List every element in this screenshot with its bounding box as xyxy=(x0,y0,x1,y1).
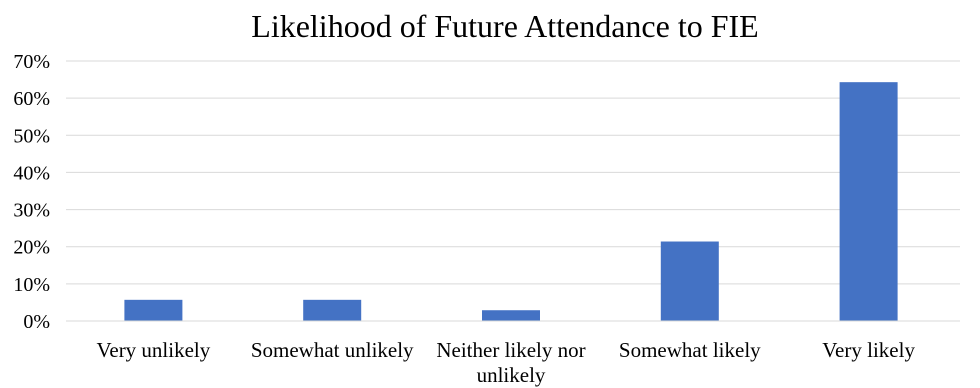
gridlines xyxy=(66,60,960,285)
bar-somewhat-likely xyxy=(660,241,719,321)
category-labels: Very unlikely Somewhat unlikely Neither li… xyxy=(97,338,916,387)
bars xyxy=(124,82,898,322)
bar-somewhat-unlikely xyxy=(303,299,362,321)
x-tick-label: Very unlikely xyxy=(97,338,211,362)
bar-very-unlikely xyxy=(124,299,183,321)
bar-neither-likely-nor-unlikely xyxy=(482,310,540,321)
x-tick-label: Neither likely nor unlikely xyxy=(436,338,585,387)
bar-very-likely xyxy=(839,82,898,322)
x-tick-label: Very likely xyxy=(822,338,915,362)
y-tick-label: 40% xyxy=(13,162,50,184)
y-tick-label: 70% xyxy=(13,51,50,73)
chart-title: Likelihood of Future Attendance to FIE xyxy=(251,8,759,44)
y-tick-label: 60% xyxy=(13,88,50,110)
y-tick-label: 0% xyxy=(23,311,50,333)
y-axis-tick-labels: 0% 10% 20% 30% 40% 50% 60% 70% xyxy=(13,51,50,333)
y-tick-label: 50% xyxy=(13,125,50,147)
y-tick-label: 20% xyxy=(13,237,50,259)
x-tick-label: Somewhat unlikely xyxy=(251,338,414,362)
x-tick-label: Somewhat likely xyxy=(619,338,761,362)
y-tick-label: 30% xyxy=(13,200,50,222)
y-tick-label: 10% xyxy=(13,274,50,296)
